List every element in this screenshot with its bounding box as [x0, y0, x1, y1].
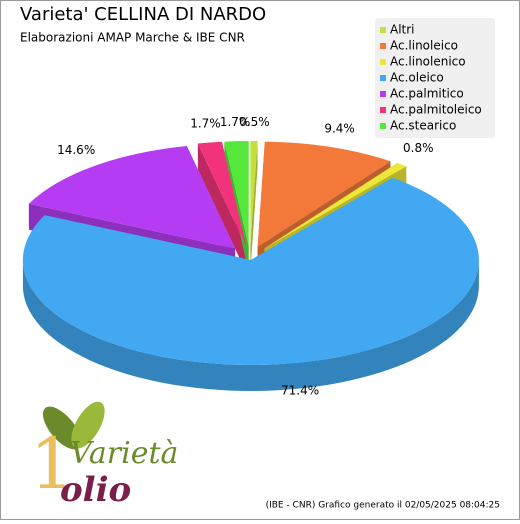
- value-label: 1.7%: [220, 115, 251, 129]
- slice: [250, 141, 258, 247]
- legend-label: Ac.stearico: [390, 119, 456, 133]
- value-label: 14.6%: [57, 143, 95, 157]
- chart-subtitle: Elaborazioni AMAP Marche & IBE CNR: [20, 31, 245, 45]
- logo-brand: olio: [60, 470, 131, 510]
- slice-side: [22, 259, 479, 391]
- slice: [22, 177, 479, 365]
- legend-label: Ac.linoleico: [390, 39, 458, 53]
- slice: [197, 141, 247, 247]
- slice: [264, 163, 407, 249]
- value-label: 71.4%: [281, 384, 319, 398]
- leaf: [71, 401, 105, 449]
- value-label: 0.8%: [403, 141, 434, 155]
- chart-title: Varieta' CELLINA DI NARDO: [20, 4, 266, 25]
- legend-label: Altri: [390, 23, 415, 37]
- slice: [257, 141, 391, 247]
- value-label: 0.5%: [239, 115, 270, 129]
- legend-swatch: [380, 75, 386, 81]
- legend-swatch: [380, 91, 386, 97]
- legend-label: Ac.oleico: [390, 71, 444, 85]
- legend-label: Ac.linolenico: [390, 55, 466, 69]
- logo: 1 Varietà olio: [30, 401, 178, 510]
- value-label: 1.7%: [190, 117, 221, 131]
- tops: [22, 141, 479, 365]
- legend-label: Ac.palmitico: [390, 87, 464, 101]
- logo-mark: 1: [30, 423, 75, 505]
- value-label: 9.4%: [324, 122, 355, 136]
- legend-swatch: [380, 43, 386, 49]
- footer: (IBE - CNR) Grafico generato il 02/05/20…: [266, 501, 500, 511]
- slice: [28, 145, 236, 249]
- legend-swatch: [380, 123, 386, 129]
- slice-cut: [250, 141, 258, 273]
- slice-cut: [197, 143, 247, 273]
- logo-word: Varietà: [70, 436, 178, 471]
- legend-swatch: [380, 107, 386, 113]
- legend-box: [375, 18, 495, 138]
- legend-label: Ac.palmitoleico: [390, 103, 482, 117]
- legend-swatch: [380, 27, 386, 33]
- slice: [224, 141, 249, 247]
- legend-swatch: [380, 59, 386, 65]
